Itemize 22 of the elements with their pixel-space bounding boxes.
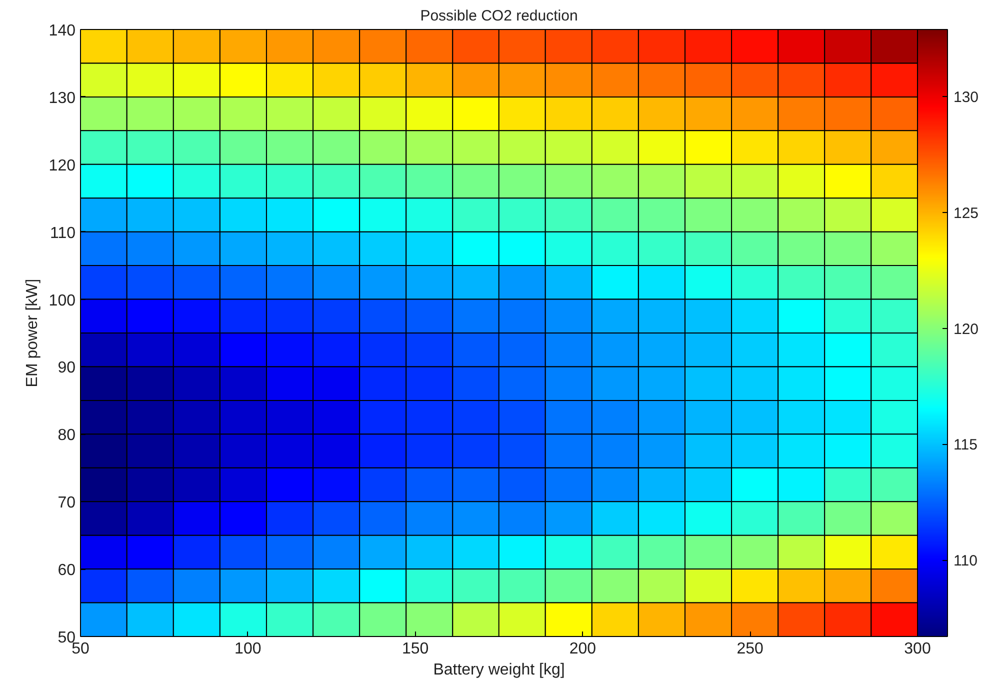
color-bar-label: 130 <box>954 89 979 106</box>
y-tick-label: 140 <box>48 22 76 40</box>
y-tick-label: 70 <box>58 494 76 512</box>
chart-title: Possible CO2 reduction <box>420 8 578 24</box>
y-tick-label: 130 <box>48 90 76 107</box>
x-tick-label: 100 <box>234 640 262 658</box>
y-tick-label: 100 <box>48 292 76 310</box>
color-bar-label: 125 <box>954 205 979 222</box>
color-bar-label: 110 <box>954 552 978 570</box>
x-tick-label: 250 <box>736 640 764 658</box>
x-tick-label: 200 <box>569 640 596 658</box>
color-bar-label: 120 <box>954 320 979 338</box>
color-bar-label: 115 <box>954 436 978 454</box>
y-axis-title: EM power [kW] <box>24 278 41 388</box>
x-tick-label: 150 <box>402 640 429 658</box>
y-tick-label: 80 <box>58 427 76 444</box>
y-tick-label: 90 <box>58 360 76 377</box>
y-tick-label: 120 <box>48 157 76 174</box>
x-tick-label: 300 <box>904 640 931 658</box>
y-tick-label: 60 <box>58 562 76 580</box>
x-axis-title: Battery weight [kg] <box>433 662 565 678</box>
y-tick-label: 110 <box>50 224 76 242</box>
